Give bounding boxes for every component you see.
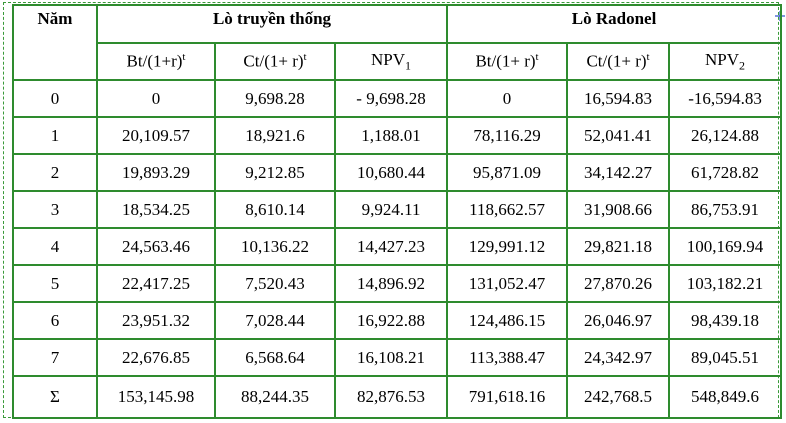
value-cell: 124,486.15 <box>446 301 569 340</box>
value-cell: 24,563.46 <box>96 227 216 266</box>
value-cell: 52,041.41 <box>566 116 671 155</box>
data-row: 3 18,534.25 8,610.14 9,924.11 118,662.57 31,9… <box>12 190 783 229</box>
value-cell: 22,417.25 <box>96 264 216 303</box>
value-cell: 16,594.83 <box>566 79 671 118</box>
column-header-sub: 1 <box>405 58 412 73</box>
data-row: 4 24,563.46 10,136.22 14,427.23 129,991.12 29… <box>12 227 783 266</box>
value-cell: 16,108.21 <box>333 338 449 377</box>
value-cell: 7,028.44 <box>214 301 336 340</box>
column-header: Ct/(1+ r)t <box>566 42 671 81</box>
year-cell: 5 <box>12 264 98 303</box>
year-cell: 7 <box>12 338 98 377</box>
data-row: 7 22,676.85 6,568.64 16,108.21 113,388.47 24,… <box>12 338 783 377</box>
value-cell: 100,169.94 <box>668 227 783 266</box>
value-cell: 18,921.6 <box>214 116 336 155</box>
year-cell: 2 <box>12 153 98 192</box>
value-cell: 95,871.09 <box>446 153 569 192</box>
value-cell: 88,244.35 <box>214 375 336 419</box>
value-cell: 61,728.82 <box>668 153 783 192</box>
value-cell: 23,951.32 <box>96 301 216 340</box>
column-header-sub: 2 <box>739 58 746 73</box>
value-cell: 131,052.47 <box>446 264 569 303</box>
data-row: 2 19,893.29 9,212.85 10,680.44 95,871.09 34,1… <box>12 153 783 192</box>
value-cell: 86,753.91 <box>668 190 783 229</box>
group-header: Lò truyền thống <box>95 4 449 44</box>
data-row: 5 22,417.25 7,520.43 14,896.92 131,052.47 27,… <box>12 264 783 303</box>
year-cell: 1 <box>12 116 98 155</box>
year-cell: 6 <box>12 301 98 340</box>
column-header-base: NPV <box>371 49 406 69</box>
value-cell: 791,618.16 <box>446 375 569 419</box>
value-cell: - 9,698.28 <box>333 79 449 118</box>
value-cell: 29,821.18 <box>566 227 671 266</box>
value-cell: 89,045.51 <box>668 338 783 377</box>
value-cell: 24,342.97 <box>566 338 671 377</box>
column-header-sup: t <box>303 51 307 64</box>
column-header-base: Ct/(1+ r) <box>586 51 647 71</box>
header-row: Năm Lò truyền thống Lò Radonel <box>12 4 783 81</box>
column-header-base: Ct/(1+ r) <box>243 51 304 71</box>
subheader-row: Bt/(1+r)t Ct/(1+ r)t NPV1 Bt/(1+ r)t Ct/(1+ … <box>13 42 783 81</box>
column-header: NPV2 <box>668 42 783 81</box>
npv-table: Năm Lò truyền thống Lò Radonel Bt/(1+r)t Ct/… <box>12 4 783 419</box>
year-cell: Σ <box>12 375 98 419</box>
value-cell: 9,924.11 <box>333 190 449 229</box>
value-cell: 6,568.64 <box>214 338 336 377</box>
value-cell: 118,662.57 <box>446 190 569 229</box>
value-cell: 34,142.27 <box>566 153 671 192</box>
value-cell: 0 <box>96 79 216 118</box>
value-cell: 14,427.23 <box>333 227 449 266</box>
value-cell: 129,991.12 <box>446 227 569 266</box>
value-cell: 10,136.22 <box>214 227 336 266</box>
value-cell: 26,046.97 <box>566 301 671 340</box>
value-cell: 27,870.26 <box>566 264 671 303</box>
value-cell: 78,116.29 <box>446 116 569 155</box>
data-row: 6 23,951.32 7,028.44 16,922.88 124,486.15 26,… <box>12 301 783 340</box>
column-header-sup: t <box>535 51 539 64</box>
value-cell: 20,109.57 <box>96 116 216 155</box>
value-cell: 9,698.28 <box>214 79 336 118</box>
value-cell: 82,876.53 <box>333 375 449 419</box>
value-cell: 10,680.44 <box>333 153 449 192</box>
value-cell: 31,908.66 <box>566 190 671 229</box>
value-cell: 153,145.98 <box>96 375 216 419</box>
value-cell: 8,610.14 <box>214 190 336 229</box>
value-cell: 22,676.85 <box>96 338 216 377</box>
value-cell: 7,520.43 <box>214 264 336 303</box>
value-cell: 14,896.92 <box>333 264 449 303</box>
data-row: 1 20,109.57 18,921.6 1,188.01 78,116.29 52,04… <box>12 116 783 155</box>
column-header-base: NPV <box>705 49 740 69</box>
year-cell: 3 <box>12 190 98 229</box>
data-row: Σ 153,145.98 88,244.35 82,876.53 791,618.16 2… <box>12 375 783 419</box>
value-cell: 16,922.88 <box>333 301 449 340</box>
value-cell: 9,212.85 <box>214 153 336 192</box>
column-header: Ct/(1+ r)t <box>214 42 336 81</box>
column-header: Bt/(1+r)t <box>96 42 216 81</box>
column-header-sup: t <box>646 51 650 64</box>
group-header: Lò Radonel <box>446 4 783 44</box>
value-cell: 242,768.5 <box>566 375 671 419</box>
value-cell: 98,439.18 <box>668 301 783 340</box>
column-header: NPV1 <box>333 42 449 81</box>
value-cell: 1,188.01 <box>333 116 449 155</box>
column-header-base: Bt/(1+r) <box>126 51 183 71</box>
column-header-base: Bt/(1+ r) <box>475 51 536 71</box>
value-cell: 103,182.21 <box>668 264 783 303</box>
value-cell: 548,849.6 <box>668 375 783 419</box>
year-cell: 4 <box>12 227 98 266</box>
value-cell: 0 <box>446 79 569 118</box>
value-cell: 26,124.88 <box>668 116 783 155</box>
value-cell: 18,534.25 <box>96 190 216 229</box>
value-cell: -16,594.83 <box>668 79 783 118</box>
column-header-sup: t <box>182 51 186 64</box>
value-cell: 19,893.29 <box>96 153 216 192</box>
column-header: Bt/(1+ r)t <box>446 42 569 81</box>
year-header: Năm <box>12 4 98 81</box>
value-cell: 113,388.47 <box>446 338 569 377</box>
year-cell: 0 <box>12 79 98 118</box>
table-body: Năm Lò truyền thống Lò Radonel Bt/(1+r)t Ct/… <box>12 4 783 419</box>
data-row: 0 0 9,698.28- 9,698.28 0 16,594.83 -16,594.83 <box>12 79 783 118</box>
